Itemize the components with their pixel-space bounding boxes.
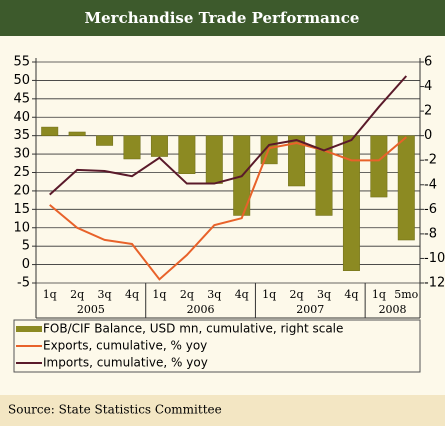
bar bbox=[370, 135, 388, 198]
y-tick-label: 15 bbox=[13, 202, 30, 217]
x-tick-label: 1q bbox=[43, 288, 57, 301]
x-tick-label: 4q bbox=[125, 288, 139, 301]
x-group-label: 2005 bbox=[77, 303, 105, 316]
x-tick-label: 3q bbox=[98, 288, 112, 301]
y2-tick-label: -6 bbox=[424, 202, 437, 217]
x-group-label: 2008 bbox=[379, 303, 407, 316]
x-group-label: 2007 bbox=[296, 303, 324, 316]
header bbox=[0, 0, 445, 36]
y-tick-label: 35 bbox=[13, 128, 30, 143]
legend-label: FOB/CIF Balance, USD mn, cumulative, rig… bbox=[43, 322, 343, 336]
x-tick-label: 2q bbox=[180, 288, 194, 301]
x-tick-label: 1q bbox=[372, 288, 386, 301]
legend-swatch bbox=[16, 326, 42, 332]
bar bbox=[68, 131, 86, 136]
y2-tick-label: -8 bbox=[424, 226, 437, 241]
x-tick-label: 3q bbox=[317, 288, 331, 301]
x-tick-label: 2q bbox=[290, 288, 304, 301]
source: Source: State Statistics Committee bbox=[8, 403, 222, 417]
y2-tick-label: 4 bbox=[424, 79, 432, 94]
y-tick-label: 30 bbox=[13, 147, 30, 162]
y-tick-label: 40 bbox=[13, 110, 30, 125]
y-tick-label: 45 bbox=[13, 91, 30, 106]
x-tick-label: 3q bbox=[207, 288, 221, 301]
y-tick-label: 50 bbox=[13, 73, 30, 88]
y-tick-label: 10 bbox=[13, 220, 30, 235]
bar bbox=[397, 135, 415, 241]
x-tick-label: 1q bbox=[152, 288, 166, 301]
y-tick-label: 20 bbox=[13, 183, 30, 198]
y2-tick-label: -4 bbox=[424, 177, 437, 192]
bar bbox=[123, 135, 141, 160]
y2-tick-label: -10 bbox=[424, 251, 445, 266]
y2-tick-label: 0 bbox=[424, 128, 432, 143]
bar bbox=[315, 135, 333, 216]
chart-title: Merchandise Trade Performance bbox=[85, 9, 360, 27]
y-tick-label: 25 bbox=[13, 165, 30, 180]
y2-tick-label: 6 bbox=[424, 55, 432, 70]
x-tick-label: 4q bbox=[235, 288, 249, 301]
y-tick-label: 55 bbox=[13, 55, 30, 70]
x-tick-label: 5mo bbox=[394, 288, 418, 301]
y-tick-label: 5 bbox=[22, 239, 30, 254]
legend-label: Exports, cumulative, % yoy bbox=[43, 339, 207, 353]
x-tick-label: 1q bbox=[262, 288, 276, 301]
y-tick-label: -5 bbox=[17, 276, 30, 291]
bar bbox=[288, 135, 306, 187]
y2-tick-label: 2 bbox=[424, 104, 432, 119]
x-group-label: 2006 bbox=[187, 303, 215, 316]
x-tick-label: 4q bbox=[344, 288, 358, 301]
line bbox=[49, 75, 408, 196]
y-tick-label: 0 bbox=[22, 257, 30, 272]
bar bbox=[96, 135, 114, 146]
x-tick-label: 2q bbox=[70, 288, 84, 301]
bar bbox=[205, 135, 223, 184]
line bbox=[49, 136, 407, 281]
bar bbox=[41, 126, 59, 136]
y2-tick-label: -2 bbox=[424, 153, 437, 168]
legend-label: Imports, cumulative, % yoy bbox=[43, 356, 208, 370]
bar bbox=[342, 135, 360, 271]
legend-box bbox=[13, 319, 421, 373]
footer bbox=[0, 395, 445, 426]
bar bbox=[178, 135, 196, 174]
bar bbox=[150, 135, 168, 157]
y2-tick-label: -12 bbox=[424, 276, 445, 291]
